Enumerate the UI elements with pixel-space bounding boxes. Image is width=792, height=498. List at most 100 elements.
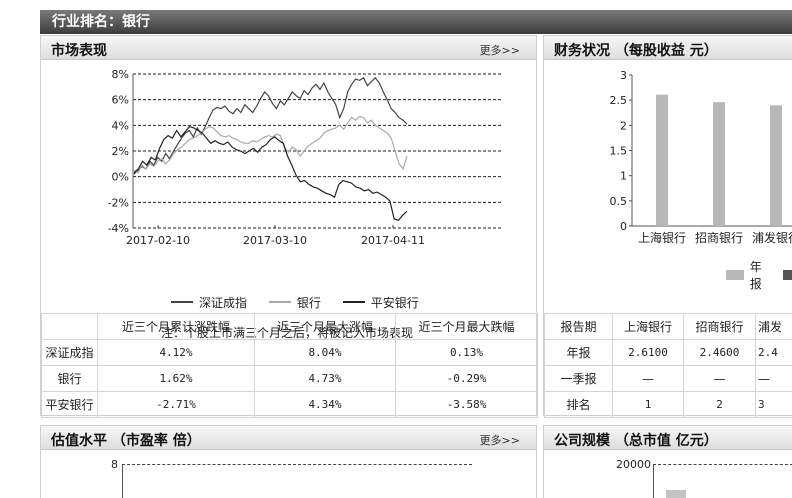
table-row: 排名 1 2 3	[544, 391, 792, 418]
y-tick-label: 1	[620, 170, 627, 183]
table-row: 银行 1.62% 4.73% -0.29%	[41, 365, 538, 392]
table-cell: —	[612, 365, 684, 392]
table-cell: —	[683, 365, 756, 392]
y-tick-label: 2	[620, 119, 627, 132]
x-tick-label: 2017-03-10	[243, 234, 307, 247]
table-row-label: 平安银行	[41, 391, 98, 418]
legend-label: 年报	[749, 260, 762, 291]
y-tick-label: -4%	[108, 222, 129, 235]
page-title: 行业排名：银行	[52, 14, 150, 30]
finance-panel-header: 财务状况 （每股收益 元）	[544, 36, 792, 60]
legend-swatch	[268, 301, 291, 303]
table-cell: 4.34%	[254, 391, 396, 418]
market-panel-title: 市场表现	[51, 43, 107, 59]
table-header-cell	[41, 313, 98, 340]
market-panel-header: 市场表现 更多>>	[41, 36, 536, 60]
table-row: 年报 2.6100 2.4600 2.4	[544, 339, 792, 366]
table-header-cell: 报告期	[544, 313, 613, 340]
series-line-0	[133, 76, 408, 175]
valuation-panel-header: 估值水平 （市盈率 倍） 更多>>	[41, 426, 536, 450]
table-header-row: 近三个月累计涨跌幅 近三个月最大涨幅 近三个月最大跌幅	[41, 313, 538, 340]
gridline	[653, 464, 792, 465]
legend-item: 平安银行	[342, 294, 419, 311]
valuation-panel: 估值水平 （市盈率 倍） 更多>> 8	[40, 425, 537, 498]
legend-label: 深证成指	[199, 295, 248, 310]
table-row-label: 排名	[544, 391, 613, 418]
y-tick-label: 4%	[112, 119, 129, 132]
finance-panel-title: 财务状况 （每股收益 元）	[554, 43, 718, 59]
y-tick-label: -2%	[108, 196, 129, 209]
y-tick-label: 2.5	[610, 94, 628, 107]
series-line-1	[133, 115, 408, 174]
y-tick-label: 6%	[112, 94, 129, 107]
table-header-cell: 近三个月最大涨幅	[254, 313, 396, 340]
legend-swatch	[783, 270, 792, 280]
table-header-cell: 招商银行	[683, 313, 756, 340]
market-table: 近三个月累计涨跌幅 近三个月最大涨幅 近三个月最大跌幅 深证成指 4.12% 8…	[41, 313, 538, 418]
legend-label: 平安银行	[370, 295, 419, 310]
legend-swatch	[726, 270, 744, 280]
legend-label: 银行	[296, 295, 321, 310]
y-tick-label: 2%	[112, 145, 129, 158]
market-more-link[interactable]: 更多>>	[479, 44, 520, 57]
table-cell: 8.04%	[254, 339, 396, 366]
y-tick-label: 1.5	[610, 145, 628, 158]
table-row: 一季报 — — —	[544, 365, 792, 392]
y-tick-label: 0.5	[610, 195, 628, 208]
market-panel: 市场表现 更多>> 8% 6% 4% 2% 0% -2% -4% 2017-02-10 2017…	[40, 35, 538, 418]
x-tick-label: 浦发银行	[752, 230, 792, 245]
table-row-label: 银行	[41, 365, 98, 392]
series-line-2	[133, 125, 408, 221]
y-axis-line	[653, 464, 654, 498]
axis-tick-label: 20000	[616, 458, 651, 471]
table-cell: 1.62%	[97, 365, 255, 392]
bar	[713, 102, 725, 226]
x-tick-label: 2017-02-10	[126, 234, 190, 247]
table-row-label: 一季报	[544, 365, 613, 392]
legend-item: 银行	[268, 294, 321, 311]
page-title-bar: 行业排名：银行	[40, 10, 792, 34]
table-row-label: 深证成指	[41, 339, 98, 366]
x-tick-label: 2017-04-11	[361, 234, 425, 247]
table-cell: -3.58%	[395, 391, 538, 418]
x-tick-label: 上海银行	[638, 230, 686, 245]
table-cell: 3	[755, 391, 792, 418]
legend-swatch	[342, 301, 365, 303]
table-cell: 0.13%	[395, 339, 538, 366]
bar	[770, 105, 782, 226]
y-tick-label: 0%	[112, 171, 129, 184]
table-cell: 2.4	[755, 339, 792, 366]
table-row-label: 年报	[544, 339, 613, 366]
table-cell: —	[755, 365, 792, 392]
table-header-row: 报告期 上海银行 招商银行 浦发	[544, 313, 792, 340]
valuation-more-link[interactable]: 更多>>	[479, 434, 520, 447]
market-line-chart: 8% 6% 4% 2% 0% -2% -4%2017-02-10 2017-03-10 2017…	[108, 68, 501, 247]
table-cell: 2.4600	[683, 339, 756, 366]
table-header-cell: 近三个月最大跌幅	[395, 313, 538, 340]
scale-panel-title: 公司规模 （总市值 亿元）	[554, 433, 718, 449]
table-cell: 2.6100	[612, 339, 684, 366]
table-row: 平安银行 -2.71% 4.34% -3.58%	[41, 391, 538, 418]
y-axis-line	[122, 464, 123, 498]
table-cell: -0.29%	[395, 365, 538, 392]
table-header-cell: 浦发	[755, 313, 792, 340]
legend-item: 深证成指	[171, 294, 247, 311]
table-cell: 2	[683, 391, 756, 418]
table-cell: 4.12%	[97, 339, 255, 366]
market-legend: 深证成指 银行 平安银行	[171, 292, 437, 311]
table-cell: 1	[612, 391, 684, 418]
valuation-panel-title: 估值水平 （市盈率 倍）	[51, 433, 201, 449]
x-tick-label: 招商银行	[695, 230, 743, 245]
y-tick-label: 3	[620, 69, 627, 82]
table-header-cell: 上海银行	[612, 313, 684, 340]
axis-tick-label: 8	[111, 458, 118, 471]
table-header-cell: 近三个月累计涨跌幅	[97, 313, 255, 340]
finance-legend: 年报	[726, 258, 792, 292]
gridline	[122, 464, 472, 465]
table-cell: 4.73%	[254, 365, 396, 392]
bar	[656, 94, 668, 226]
y-tick-label: 8%	[112, 68, 129, 81]
finance-bar-chart: 3 2.5 2 1.5 1 0.5 0 上海银行招商银行浦发银行	[610, 69, 792, 245]
scale-panel-header: 公司规模 （总市值 亿元）	[544, 426, 792, 450]
finance-panel: 财务状况 （每股收益 元） 32.521.510.50上海银行招商银行浦发银行 …	[543, 35, 792, 418]
